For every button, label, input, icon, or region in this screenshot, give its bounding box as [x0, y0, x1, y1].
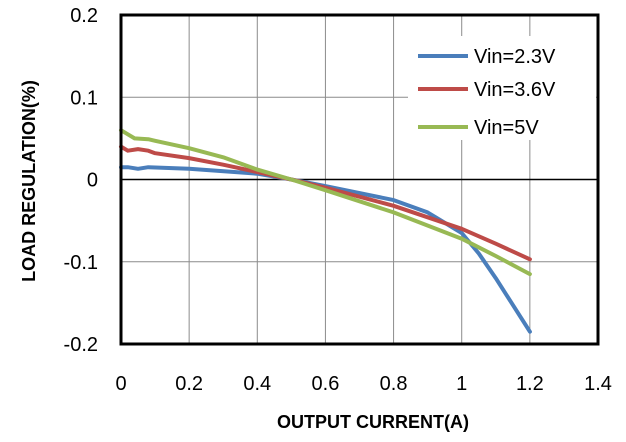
x-tick-label: 1.4	[584, 373, 612, 395]
x-tick-label: 0.2	[175, 373, 203, 395]
legend-label-vin-2-3v: Vin=2.3V	[474, 46, 556, 68]
y-tick-labels: 0.2 0.1 0 -0.1 -0.2	[64, 5, 98, 356]
y-tick-label: -0.2	[64, 334, 98, 356]
x-tick-label: 0.4	[243, 373, 271, 395]
x-tick-label: 1.2	[516, 373, 544, 395]
plot-border	[119, 13, 600, 346]
x-tick-label: 1	[456, 373, 467, 395]
x-axis-label: OUTPUT CURRENT(A)	[277, 412, 469, 432]
y-tick-label: -0.1	[64, 252, 98, 274]
y-tick-label: 0	[87, 170, 98, 192]
series-line-2	[119, 128, 532, 277]
x-tick-label: 0	[115, 373, 126, 395]
series-line-1	[119, 144, 532, 262]
y-axis-label: LOAD REGULATION(%)	[19, 80, 39, 282]
y-tick-label: 0.2	[70, 5, 98, 27]
plot-area-border	[119, 13, 600, 346]
x-tick-label: 0.6	[312, 373, 340, 395]
x-tick-label: 0.8	[380, 373, 408, 395]
legend: Vin=2.3V Vin=3.6V Vin=5V	[408, 36, 596, 140]
series-lines	[119, 128, 532, 334]
y-tick-label: 0.1	[70, 87, 98, 109]
legend-label-vin-5v: Vin=5V	[474, 117, 539, 139]
x-tick-labels: 0 0.2 0.4 0.6 0.8 1 1.2 1.4	[115, 373, 611, 395]
legend-label-vin-3-6v: Vin=3.6V	[474, 79, 556, 101]
